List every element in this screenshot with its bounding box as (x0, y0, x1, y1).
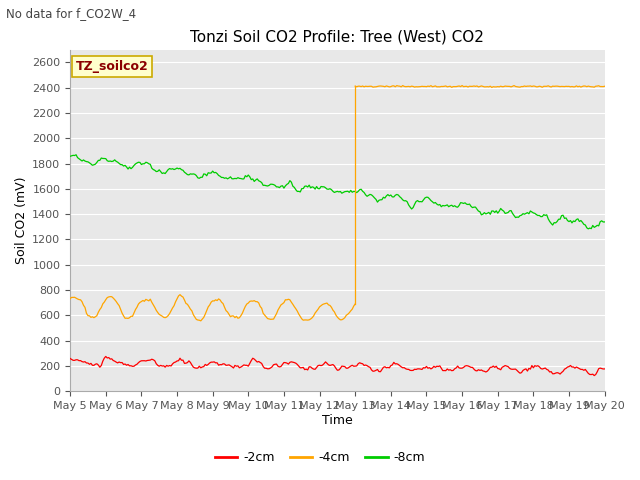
Legend: -2cm, -4cm, -8cm: -2cm, -4cm, -8cm (209, 446, 431, 469)
Text: TZ_soilco2: TZ_soilco2 (76, 60, 148, 73)
Title: Tonzi Soil CO2 Profile: Tree (West) CO2: Tonzi Soil CO2 Profile: Tree (West) CO2 (191, 29, 484, 44)
Y-axis label: Soil CO2 (mV): Soil CO2 (mV) (15, 177, 28, 264)
Text: No data for f_CO2W_4: No data for f_CO2W_4 (6, 7, 136, 20)
X-axis label: Time: Time (322, 414, 353, 427)
